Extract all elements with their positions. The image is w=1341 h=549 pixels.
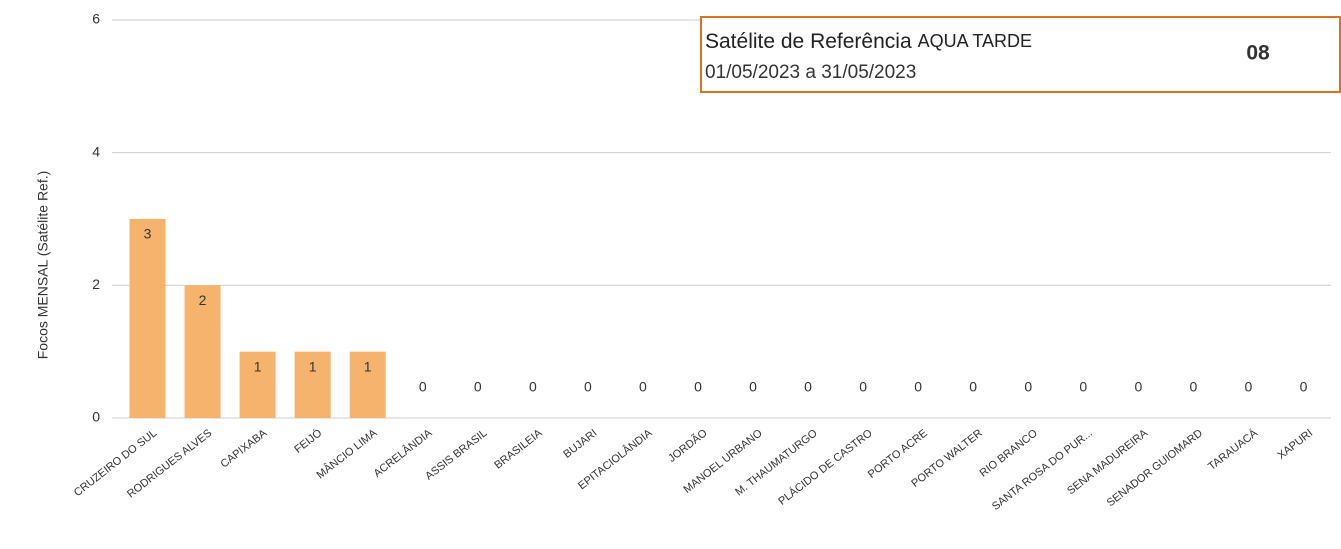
data-label: 0 <box>859 379 867 395</box>
data-label: 1 <box>254 358 262 374</box>
data-label: 0 <box>419 379 427 395</box>
data-label: 0 <box>804 379 812 395</box>
data-label: 0 <box>749 379 757 395</box>
x-tick-label: MÂNCIO LIMA <box>314 426 380 481</box>
data-label: 0 <box>474 379 482 395</box>
annotation-period: 01/05/2023 a 31/05/2023 <box>705 62 916 83</box>
data-label: 3 <box>144 226 152 242</box>
bar <box>349 351 386 418</box>
y-tick-label: 2 <box>92 276 100 292</box>
data-label: 0 <box>1300 379 1308 395</box>
annotation-text: Satélite de Referência AQUA TARDE <box>705 30 1032 53</box>
data-label: 0 <box>914 379 922 395</box>
data-label: 0 <box>639 379 647 395</box>
x-tick-label: BRASILEIA <box>492 427 545 472</box>
x-tick-label: TARAUACÁ <box>1205 426 1260 473</box>
x-tick-label: SANTA ROSA DO PUR... <box>990 427 1095 513</box>
x-tick-label: BUJARI <box>561 427 599 461</box>
data-label: 0 <box>1245 379 1253 395</box>
bar <box>184 285 221 418</box>
data-label: 0 <box>1079 379 1087 395</box>
data-label: 1 <box>364 358 372 374</box>
x-tick-label: PLÁCIDO DE CASTRO <box>776 426 875 508</box>
annotation-count: 08 <box>1246 42 1270 65</box>
annotation-box <box>700 16 1341 93</box>
x-tick-label: SENADOR GUIOMARD <box>1105 427 1205 509</box>
y-tick-label: 0 <box>92 409 100 425</box>
data-label: 0 <box>1134 379 1142 395</box>
data-label: 0 <box>1024 379 1032 395</box>
data-label: 1 <box>309 358 317 374</box>
data-label: 0 <box>969 379 977 395</box>
data-label: 2 <box>199 292 207 308</box>
bar <box>294 351 331 418</box>
y-tick-label: 4 <box>92 143 100 159</box>
y-tick-label: 6 <box>92 11 100 27</box>
x-tick-label: CAPIXABA <box>218 427 269 471</box>
x-tick-label: FEIJÓ <box>292 426 325 456</box>
y-axis-label: Focos MENSAL (Satélite Ref.) <box>35 171 51 360</box>
x-tick-label: JORDÃO <box>665 426 709 465</box>
annotation-label: Satélite de Referência <box>705 30 912 53</box>
x-tick-label: XAPURI <box>1275 427 1315 462</box>
bar <box>239 351 276 418</box>
data-label: 0 <box>529 379 537 395</box>
data-label: 0 <box>584 379 592 395</box>
data-label: 0 <box>694 379 702 395</box>
annotation-satellite: AQUA TARDE <box>918 31 1032 51</box>
bar <box>129 219 166 418</box>
data-label: 0 <box>1189 379 1197 395</box>
